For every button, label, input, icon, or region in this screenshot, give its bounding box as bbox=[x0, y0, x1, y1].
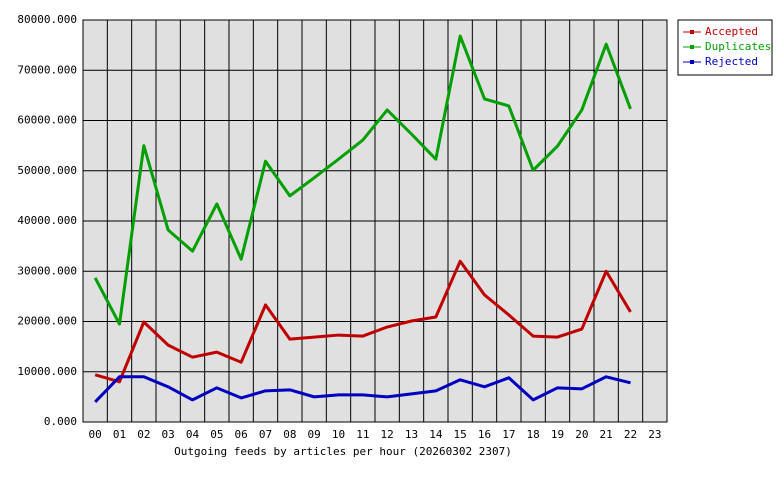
y-tick-label: 10000.000 bbox=[17, 365, 77, 378]
y-tick-label: 80000.000 bbox=[17, 13, 77, 26]
x-tick-label: 16 bbox=[478, 428, 491, 441]
x-tick-label: 02 bbox=[137, 428, 150, 441]
x-tick-label: 04 bbox=[186, 428, 200, 441]
legend-label: Rejected bbox=[705, 55, 758, 68]
y-tick-label: 20000.000 bbox=[17, 315, 77, 328]
x-tick-label: 20 bbox=[575, 428, 588, 441]
x-tick-label: 07 bbox=[259, 428, 272, 441]
x-tick-label: 15 bbox=[454, 428, 467, 441]
y-tick-label: 60000.000 bbox=[17, 114, 77, 127]
y-tick-label: 70000.000 bbox=[17, 63, 77, 76]
legend-label: Accepted bbox=[705, 25, 758, 38]
x-tick-label: 23 bbox=[648, 428, 661, 441]
legend-marker bbox=[690, 60, 694, 64]
x-tick-label: 06 bbox=[235, 428, 248, 441]
x-tick-label: 12 bbox=[381, 428, 394, 441]
series-line bbox=[94, 259, 632, 384]
y-tick-label: 40000.000 bbox=[17, 214, 77, 227]
x-tick-label: 10 bbox=[332, 428, 345, 441]
x-tick-label: 21 bbox=[600, 428, 613, 441]
x-tick-label: 13 bbox=[405, 428, 418, 441]
plot-border bbox=[82, 19, 668, 423]
x-tick-label: 05 bbox=[210, 428, 223, 441]
y-tick-label: 30000.000 bbox=[17, 264, 77, 277]
y-tick-label: 50000.000 bbox=[17, 164, 77, 177]
y-tick-label: 0.000 bbox=[44, 415, 77, 428]
x-tick-label: 08 bbox=[283, 428, 296, 441]
legend-marker bbox=[690, 45, 694, 49]
x-tick-label: 22 bbox=[624, 428, 637, 441]
chart-title: Outgoing feeds by articles per hour (202… bbox=[174, 445, 512, 458]
legend-label: Duplicates bbox=[705, 40, 771, 53]
x-tick-label: 00 bbox=[89, 428, 102, 441]
legend-marker bbox=[690, 30, 694, 34]
series-line bbox=[94, 375, 631, 403]
x-tick-label: 18 bbox=[527, 428, 540, 441]
x-tick-label: 14 bbox=[429, 428, 443, 441]
series-line bbox=[93, 34, 632, 326]
x-tick-label: 19 bbox=[551, 428, 564, 441]
x-tick-label: 03 bbox=[162, 428, 175, 441]
x-tick-label: 01 bbox=[113, 428, 126, 441]
x-tick-label: 11 bbox=[356, 428, 369, 441]
x-tick-label: 17 bbox=[502, 428, 515, 441]
x-tick-label: 09 bbox=[308, 428, 321, 441]
